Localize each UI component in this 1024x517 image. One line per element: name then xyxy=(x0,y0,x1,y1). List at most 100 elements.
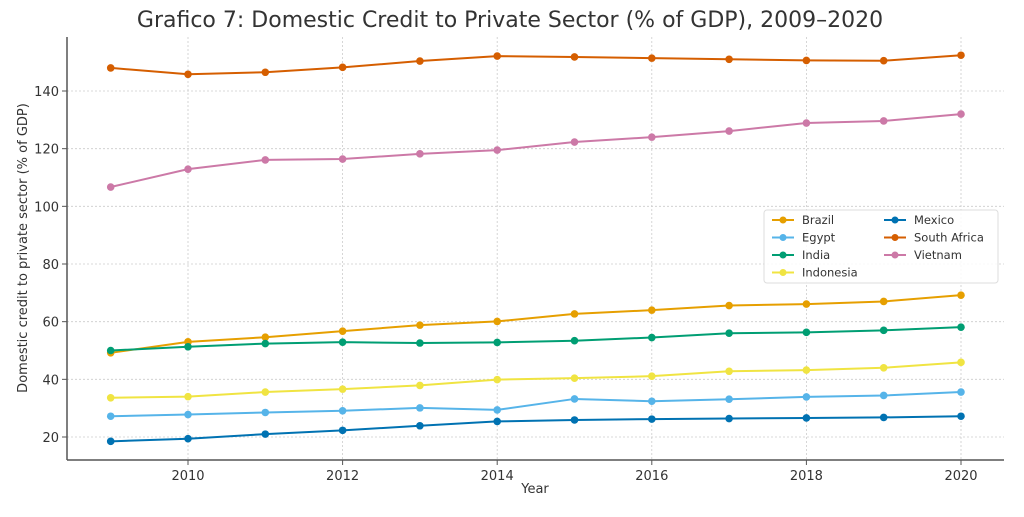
legend-label: South Africa xyxy=(914,231,984,245)
x-axis-label: Year xyxy=(520,482,549,497)
series-line xyxy=(110,415,962,443)
data-point xyxy=(648,54,656,62)
legend-item: South Africa xyxy=(884,231,984,245)
series xyxy=(106,51,965,446)
axes xyxy=(66,37,1004,461)
legend-label: Vietnam xyxy=(914,248,962,262)
data-point xyxy=(261,388,270,396)
legend-item: Indonesia xyxy=(772,266,858,280)
data-point xyxy=(570,53,579,61)
data-point xyxy=(106,437,115,446)
data-point xyxy=(184,342,192,351)
data-point xyxy=(184,392,192,401)
data-point xyxy=(106,64,115,72)
legend-label: Egypt xyxy=(802,231,836,245)
data-point xyxy=(493,338,502,347)
data-point xyxy=(338,426,347,435)
series-line xyxy=(110,113,962,188)
y-tick-label: 20 xyxy=(42,431,59,446)
data-point xyxy=(725,127,733,135)
data-point xyxy=(261,339,270,348)
x-ticks: 2010 2012 2014 2016 2018 2020 xyxy=(171,460,978,484)
x-tick-label: 2016 xyxy=(635,469,668,484)
legend-marker xyxy=(891,251,899,259)
data-point xyxy=(879,56,888,65)
legend-marker xyxy=(891,216,899,224)
data-point xyxy=(957,388,965,396)
data-point xyxy=(338,63,347,72)
series-vietnam xyxy=(106,110,965,191)
data-point xyxy=(725,55,733,64)
data-point xyxy=(416,150,424,158)
data-point xyxy=(493,146,502,154)
data-point xyxy=(416,381,424,390)
data-point xyxy=(338,155,347,163)
data-point xyxy=(957,110,965,118)
data-point xyxy=(261,156,270,164)
data-point xyxy=(493,317,502,326)
data-point xyxy=(261,408,270,417)
data-point xyxy=(184,70,192,79)
legend-marker xyxy=(779,234,787,241)
data-point xyxy=(338,327,347,335)
data-point xyxy=(106,393,115,402)
legend-item: Mexico xyxy=(884,213,954,227)
legend-item: Brazil xyxy=(772,213,834,227)
data-point xyxy=(802,393,811,401)
chart-title: Grafico 7: Domestic Credit to Private Se… xyxy=(137,8,883,33)
legend-marker xyxy=(779,216,787,224)
data-point xyxy=(957,291,965,299)
legend-marker xyxy=(891,234,899,241)
y-tick-label: 140 xyxy=(34,85,59,100)
data-point xyxy=(725,414,733,423)
data-point xyxy=(957,358,965,367)
data-point xyxy=(879,117,888,125)
x-tick-label: 2018 xyxy=(790,469,823,484)
data-point xyxy=(648,415,656,423)
x-tick-label: 2014 xyxy=(481,469,514,484)
series-line xyxy=(110,361,962,399)
data-point xyxy=(570,416,579,424)
data-point xyxy=(802,119,811,127)
data-point xyxy=(338,406,347,415)
data-point xyxy=(648,133,656,141)
legend-label: Mexico xyxy=(914,213,954,227)
data-point xyxy=(493,375,502,384)
data-point xyxy=(648,397,656,406)
y-tick-label: 80 xyxy=(42,258,59,273)
data-point xyxy=(879,364,888,372)
data-point xyxy=(725,395,733,404)
data-point xyxy=(648,372,656,380)
data-point xyxy=(416,421,424,430)
data-point xyxy=(879,297,888,306)
data-point xyxy=(184,165,192,173)
data-point xyxy=(106,346,115,355)
data-point xyxy=(725,367,733,376)
data-point xyxy=(106,412,115,421)
legend-label: India xyxy=(802,248,830,262)
legend-item: Egypt xyxy=(772,231,836,245)
x-tick-label: 2020 xyxy=(944,469,977,484)
data-point xyxy=(879,413,888,422)
data-point xyxy=(570,138,579,146)
data-point xyxy=(184,410,192,419)
series-south-africa xyxy=(106,51,965,79)
legend-item: Vietnam xyxy=(884,248,962,262)
data-point xyxy=(338,338,347,346)
x-tick-label: 2010 xyxy=(171,469,204,484)
series-indonesia xyxy=(106,358,965,402)
y-tick-label: 40 xyxy=(42,373,59,388)
data-point xyxy=(261,430,270,438)
x-tick-label: 2012 xyxy=(326,469,359,484)
series-line xyxy=(110,54,962,76)
y-axis-label: Domestic credit to private sector (% of … xyxy=(16,103,31,393)
data-point xyxy=(957,51,965,60)
data-point xyxy=(802,414,811,422)
legend-marker xyxy=(779,251,787,259)
data-point xyxy=(879,326,888,335)
data-point xyxy=(570,310,579,318)
data-point xyxy=(802,366,811,374)
data-point xyxy=(416,57,424,65)
data-point xyxy=(648,306,656,314)
